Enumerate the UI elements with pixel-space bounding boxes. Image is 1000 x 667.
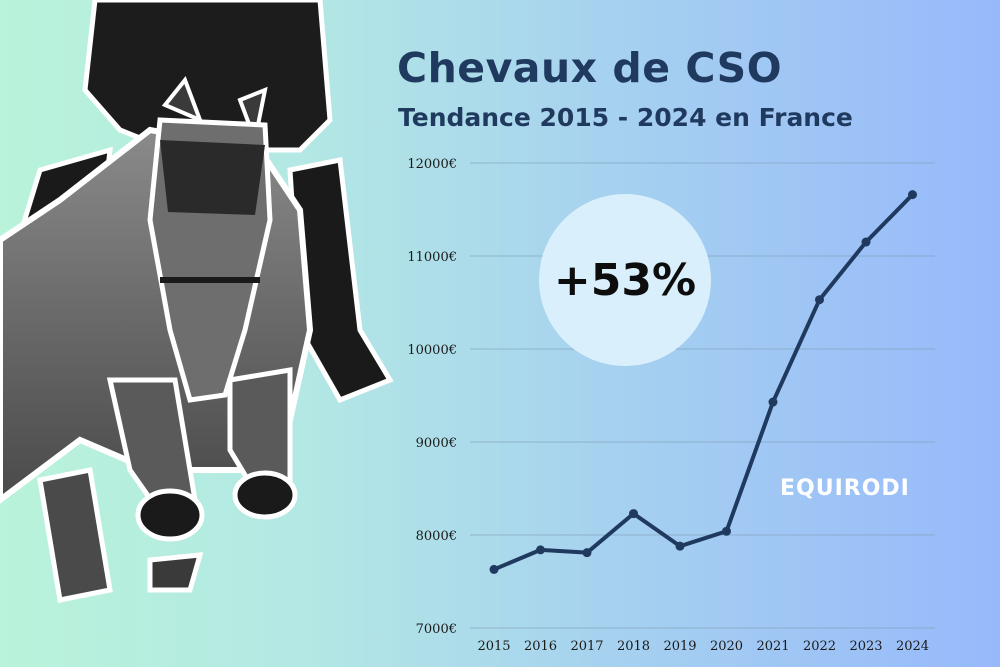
data-point xyxy=(629,509,638,519)
x-tick-label: 2016 xyxy=(524,639,557,654)
gridlines xyxy=(470,162,935,629)
x-tick-label: 2017 xyxy=(570,639,603,654)
brand-logo: EQUIRODI xyxy=(780,476,910,501)
chart-title: Chevaux de CSO xyxy=(397,44,783,92)
data-point xyxy=(582,548,592,558)
growth-percentage: +53% xyxy=(553,254,697,306)
y-tick-label: 12000€ xyxy=(407,157,457,172)
y-tick-label: 11000€ xyxy=(407,250,457,265)
y-tick-label: 10000€ xyxy=(407,343,457,358)
data-point xyxy=(768,397,778,407)
x-tick-label: 2023 xyxy=(849,639,882,654)
y-tick-label: 9000€ xyxy=(416,436,457,451)
data-point xyxy=(675,541,685,551)
growth-badge: +53% xyxy=(539,194,711,366)
chart-subtitle: Tendance 2015 - 2024 en France xyxy=(398,103,853,132)
data-point xyxy=(861,237,871,247)
y-tick-label: 7000€ xyxy=(416,622,457,637)
data-point xyxy=(722,526,731,536)
x-tick-label: 2020 xyxy=(710,639,743,654)
x-tick-label: 2015 xyxy=(477,639,510,654)
y-tick-label: 8000€ xyxy=(416,529,457,544)
x-tick-label: 2019 xyxy=(663,639,696,654)
data-point xyxy=(815,295,824,305)
series-line xyxy=(492,192,915,572)
x-axis-ticks: 2015 2016 2017 2018 2019 2020 2021 2022 2023 2024 xyxy=(477,639,929,654)
show-jumping-horse-photo xyxy=(0,0,394,603)
x-tick-label: 2022 xyxy=(803,639,836,654)
x-tick-label: 2018 xyxy=(617,639,650,654)
data-point xyxy=(489,564,499,574)
data-point xyxy=(908,190,917,200)
series xyxy=(489,190,917,574)
y-axis-ticks: 12000€ 11000€ 10000€ 9000€ 8000€ 7000€ xyxy=(407,157,457,637)
x-tick-label: 2021 xyxy=(756,639,789,654)
data-point xyxy=(536,545,545,555)
x-tick-label: 2024 xyxy=(896,639,929,654)
